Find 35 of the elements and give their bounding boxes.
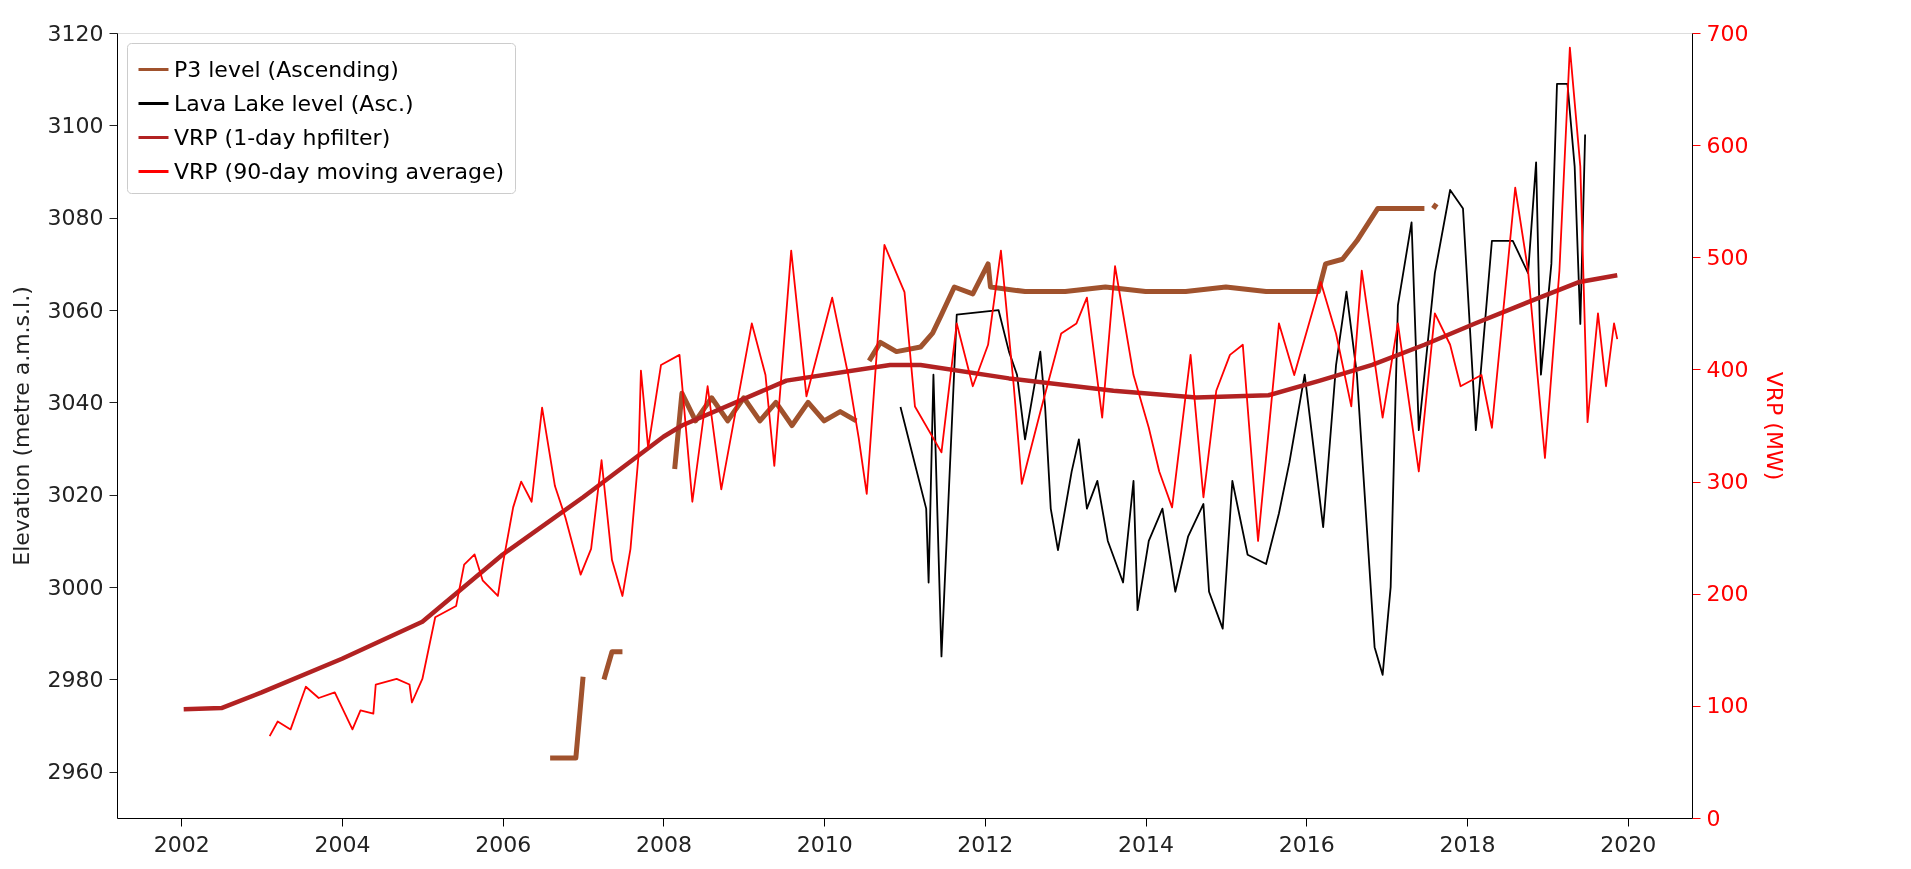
- y-tick-label: 3100: [47, 112, 104, 138]
- y-tick-label: 3120: [47, 20, 104, 46]
- legend-label: Lava Lake level (Asc.): [174, 90, 414, 116]
- y-tick-label: 3020: [47, 482, 104, 508]
- y2-tick-label: 400: [1706, 356, 1749, 382]
- y-tick-label: 3000: [47, 574, 104, 600]
- x-tick-label: 2020: [1600, 831, 1657, 857]
- x-tick-label: 2008: [635, 831, 692, 857]
- x-tick-label: 2012: [957, 831, 1014, 857]
- line-series: [181, 272, 1620, 712]
- y2-tick-label: 500: [1706, 244, 1749, 270]
- x-tick-label: 2002: [153, 831, 210, 857]
- line-series: [899, 82, 1587, 676]
- y-tick-label: 2980: [47, 666, 104, 692]
- y2-tick-label: 600: [1706, 132, 1749, 158]
- y2-axis-title: VRP (MW): [1762, 371, 1788, 481]
- legend-label: VRP (1-day hpfilter): [174, 124, 391, 150]
- x-tick-label: 2006: [475, 831, 532, 857]
- y-tick-label: 2960: [47, 759, 104, 785]
- x-tick-label: 2014: [1118, 831, 1175, 857]
- y-tick-label: 3040: [47, 389, 104, 415]
- y2-tick-label: 700: [1706, 20, 1749, 46]
- y-tick-label: 3080: [47, 205, 104, 231]
- y-axis-title: Elevation (metre a.m.s.l.): [8, 286, 34, 566]
- x-tick-label: 2004: [314, 831, 371, 857]
- y2-tick-label: 0: [1706, 805, 1721, 831]
- x-tick-label: 2010: [796, 831, 853, 857]
- y2-tick-label: 200: [1706, 581, 1749, 607]
- y2-tick-label: 300: [1706, 469, 1749, 495]
- x-tick-label: 2016: [1278, 831, 1335, 857]
- legend-label: VRP (90-day moving average): [174, 158, 505, 184]
- y2-tick-label: 100: [1706, 693, 1749, 719]
- y-tick-label: 3060: [47, 297, 104, 323]
- legend-label: P3 level (Ascending): [174, 56, 399, 82]
- x-tick-label: 2018: [1439, 831, 1496, 857]
